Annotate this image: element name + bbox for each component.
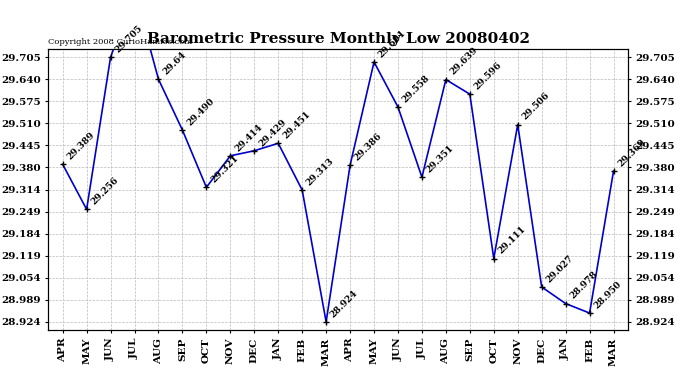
Title: Barometric Pressure Monthly Low 20080402: Barometric Pressure Monthly Low 20080402 (146, 32, 530, 46)
Text: 29.9: 29.9 (0, 374, 1, 375)
Text: 29.313: 29.313 (305, 156, 336, 187)
Text: 29.027: 29.027 (544, 254, 575, 284)
Text: 29.429: 29.429 (257, 117, 288, 148)
Text: 29.64: 29.64 (161, 50, 188, 76)
Text: 29.256: 29.256 (90, 176, 120, 207)
Text: 28.978: 28.978 (569, 270, 600, 301)
Text: 29.506: 29.506 (520, 91, 551, 122)
Text: 29.369: 29.369 (616, 137, 647, 168)
Text: 29.321: 29.321 (209, 153, 240, 184)
Text: 28.950: 28.950 (592, 279, 623, 310)
Text: 29.490: 29.490 (185, 96, 216, 127)
Text: 29.705: 29.705 (113, 24, 144, 54)
Text: Copyright 2008 CurioHamios.com: Copyright 2008 CurioHamios.com (48, 38, 193, 46)
Text: 29.558: 29.558 (401, 74, 432, 104)
Text: 29.414: 29.414 (233, 122, 264, 153)
Text: 29.389: 29.389 (66, 130, 97, 162)
Text: 29.386: 29.386 (353, 131, 384, 162)
Text: 28.924: 28.924 (329, 288, 360, 319)
Text: 29.111: 29.111 (497, 225, 528, 256)
Text: 29.351: 29.351 (425, 143, 455, 174)
Text: 29.451: 29.451 (281, 110, 312, 141)
Text: 29.596: 29.596 (473, 60, 504, 92)
Text: 29.691: 29.691 (377, 28, 408, 59)
Text: 29.639: 29.639 (448, 46, 480, 77)
